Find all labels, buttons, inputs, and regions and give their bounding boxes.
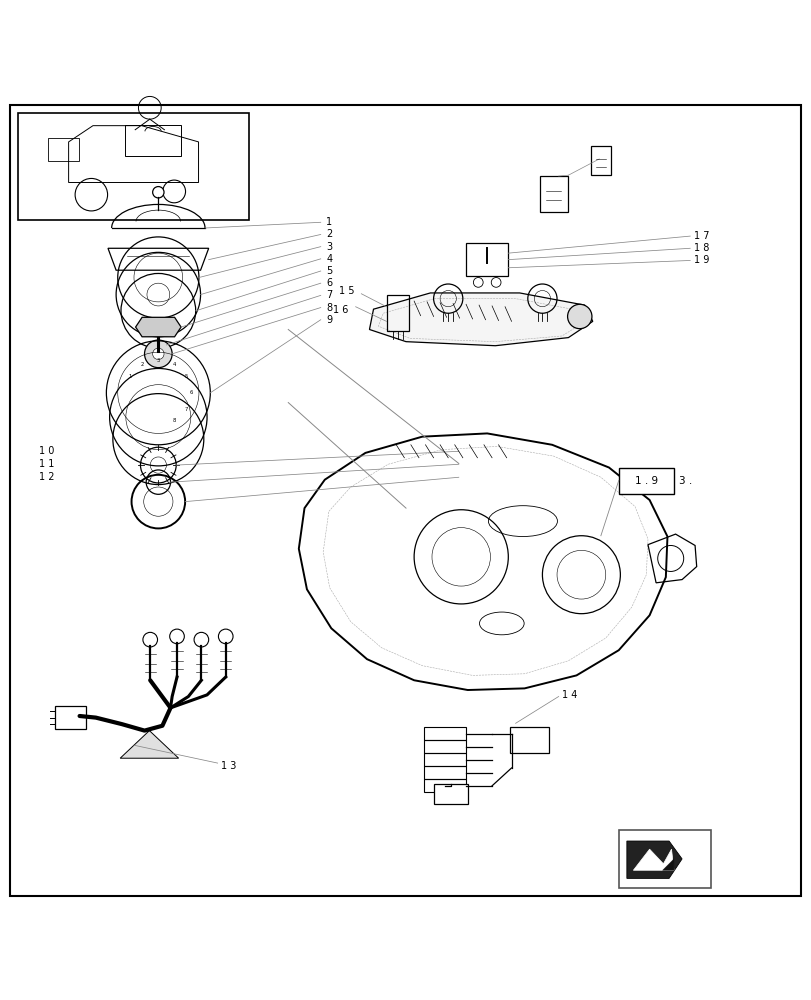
Text: 7: 7 [185, 407, 188, 412]
Polygon shape [120, 731, 178, 758]
Text: 9: 9 [326, 315, 333, 325]
Text: 4: 4 [326, 254, 333, 264]
Bar [386, 295, 409, 331]
Bar [466, 243, 508, 276]
Text: 5: 5 [185, 374, 188, 379]
Bar [433, 784, 467, 804]
Circle shape [152, 187, 164, 198]
Circle shape [567, 304, 591, 329]
Bar [423, 753, 466, 766]
Text: 1 1: 1 1 [39, 459, 54, 469]
Polygon shape [662, 859, 673, 870]
Bar [423, 766, 466, 779]
Text: 7: 7 [326, 290, 333, 300]
Circle shape [152, 348, 164, 360]
Bar [509, 727, 548, 753]
Text: 1 7: 1 7 [693, 231, 709, 241]
Text: 1 . 9: 1 . 9 [634, 476, 657, 486]
Text: 1 4: 1 4 [561, 690, 577, 700]
Polygon shape [626, 841, 681, 878]
Polygon shape [135, 317, 181, 337]
Polygon shape [369, 293, 592, 346]
Bar [423, 727, 466, 740]
Bar [618, 468, 673, 494]
Text: 8: 8 [326, 303, 333, 313]
Bar [48, 138, 79, 161]
Bar [539, 176, 567, 212]
Bar [590, 146, 610, 175]
Bar [55, 706, 86, 729]
Text: 5: 5 [326, 266, 333, 276]
Text: 1 0: 1 0 [39, 446, 54, 456]
Text: 1: 1 [326, 217, 333, 227]
Text: 3: 3 [326, 242, 333, 252]
Text: 1 2: 1 2 [39, 472, 54, 482]
Bar [125, 125, 180, 156]
Text: 1 8: 1 8 [693, 243, 709, 253]
Bar [618, 830, 710, 888]
Text: 1: 1 [128, 374, 131, 379]
Text: 8: 8 [173, 418, 176, 423]
Text: 2: 2 [326, 229, 333, 239]
Text: 1 3: 1 3 [221, 761, 236, 771]
Circle shape [144, 340, 172, 368]
Polygon shape [633, 849, 673, 870]
Text: 1 9: 1 9 [693, 255, 709, 265]
Text: 1 5: 1 5 [339, 286, 354, 296]
Text: 2: 2 [140, 362, 144, 367]
Text: 4: 4 [173, 362, 176, 367]
Text: 3: 3 [157, 358, 160, 363]
Text: 6: 6 [326, 278, 333, 288]
Text: 1 6: 1 6 [333, 305, 348, 315]
Bar [18, 113, 249, 220]
Bar [423, 740, 466, 753]
Text: 6: 6 [189, 390, 192, 395]
Text: 3 .: 3 . [678, 476, 691, 486]
Bar [423, 779, 466, 792]
